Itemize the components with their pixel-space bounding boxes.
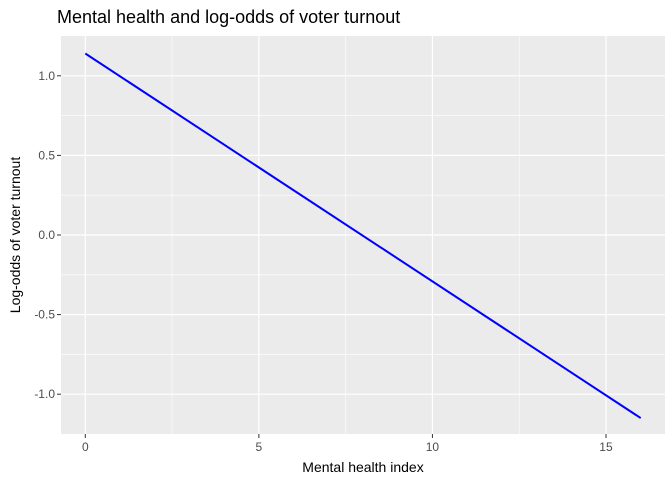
series-layer xyxy=(84,52,642,419)
x-tick-label: 5 xyxy=(256,440,263,454)
x-tick-label: 10 xyxy=(426,440,440,454)
y-axis-title: Log-odds of voter turnout xyxy=(7,157,23,314)
y-tick-label: -1.0 xyxy=(34,387,55,401)
series-line-0 xyxy=(84,52,642,419)
x-axis-title: Mental health index xyxy=(302,459,423,475)
x-axis: 0 5 10 15 xyxy=(82,434,613,454)
x-tick-label: 0 xyxy=(82,440,89,454)
x-tick-label: 15 xyxy=(599,440,613,454)
y-tick-label: 0.5 xyxy=(38,148,55,162)
y-tick-label: 1.0 xyxy=(38,69,55,83)
y-tick-label: -0.5 xyxy=(34,308,55,322)
y-axis: 1.0 0.5 0.0 -0.5 -1.0 xyxy=(34,69,61,401)
y-tick-label: 0.0 xyxy=(38,228,55,242)
chart-title: Mental health and log-odds of voter turn… xyxy=(57,7,400,27)
